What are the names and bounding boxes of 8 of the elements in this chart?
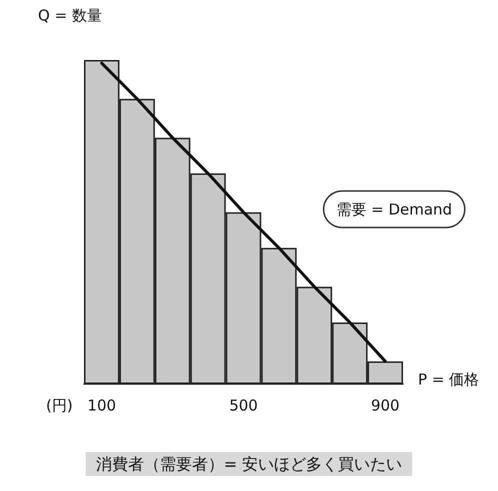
text: 消費者（需要者）= 安いほど多く買いたい — [96, 454, 402, 474]
x-tick-label: 100 — [87, 396, 116, 414]
y-axis-title: Q = 数量 — [38, 6, 102, 24]
text: 需要 = Demand — [336, 200, 452, 218]
x-axis-title: P = 価格 — [418, 370, 480, 388]
x-tick-label: 900 — [370, 396, 400, 414]
x-tick-label: 500 — [229, 396, 258, 414]
text: (円) — [46, 396, 73, 414]
